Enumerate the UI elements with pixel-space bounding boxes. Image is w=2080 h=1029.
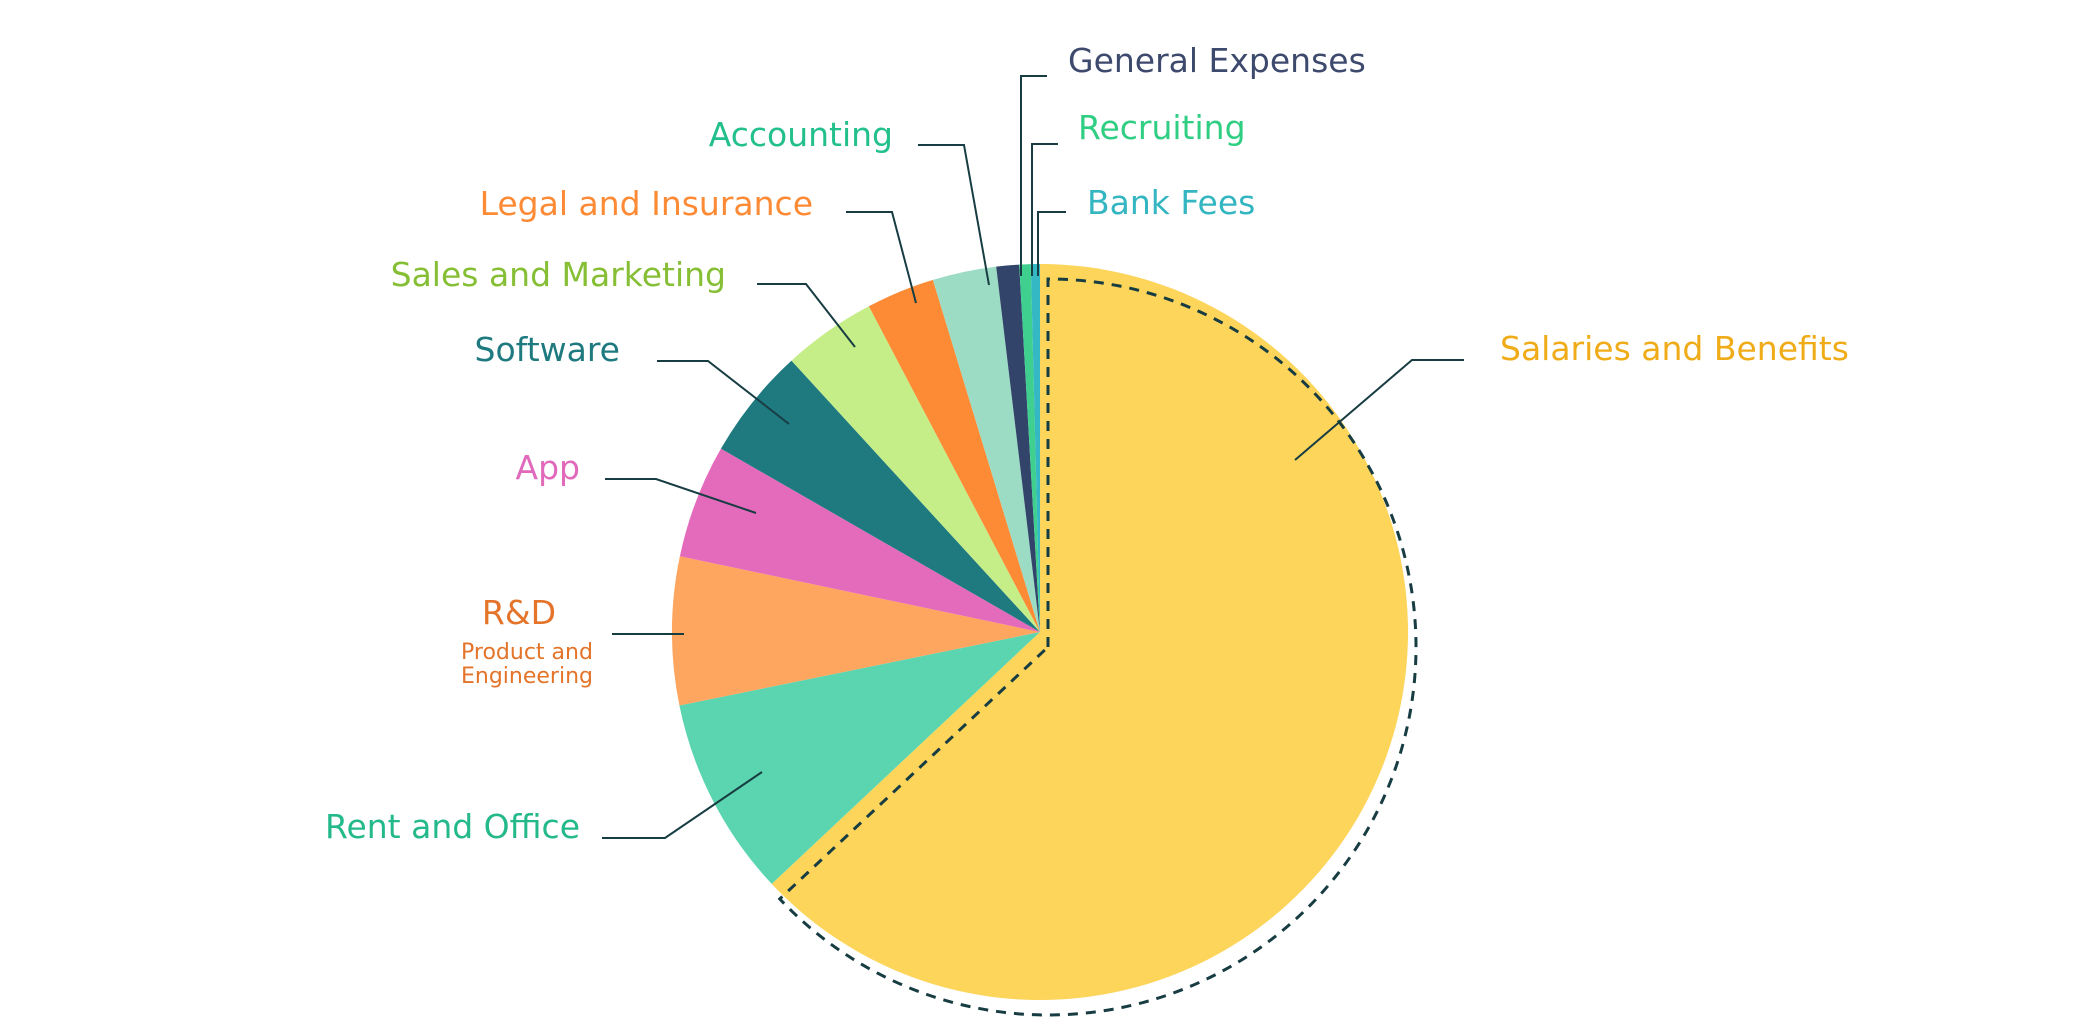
leader-line-software <box>657 360 790 425</box>
leader-line-sales <box>757 283 856 348</box>
leader-line-legal <box>846 211 917 304</box>
slice-sublabel-rnd: Product and Engineering <box>461 640 593 689</box>
pie-slice-rent <box>679 632 1040 884</box>
leader-line-salaries <box>1294 359 1464 461</box>
leader-lines <box>602 75 1464 839</box>
slice-label-app: App <box>516 448 580 487</box>
leader-line-app <box>605 478 757 514</box>
slice-label-recruiting: Recruiting <box>1078 108 1246 147</box>
slice-label-legal: Legal and Insurance <box>480 184 813 223</box>
pie-slice-app <box>679 448 1040 632</box>
slice-label-bank: Bank Fees <box>1087 183 1255 222</box>
slice-label-rent: Rent and Office <box>325 807 580 846</box>
slice-label-general: General Expenses <box>1068 41 1366 80</box>
pie-slice-salaries <box>771 264 1409 1000</box>
pie-slice-accounting <box>932 266 1040 632</box>
slice-label-rnd: R&D <box>482 593 556 632</box>
leader-line-accounting <box>918 144 990 286</box>
exploded-slice-dashed-outline <box>777 277 1418 1017</box>
leader-line-general <box>1020 75 1047 276</box>
pie-slice-recruiting <box>1019 264 1040 632</box>
slice-label-software: Software <box>475 330 620 369</box>
leader-line-bank <box>1037 211 1066 276</box>
slice-label-sales: Sales and Marketing <box>391 255 726 294</box>
leader-line-rent <box>602 771 763 839</box>
pie-slice-sales <box>791 306 1040 632</box>
pie-slice-bank <box>1030 264 1040 632</box>
slice-labels: Salaries and Benefits Rent and Office R&D P… <box>325 41 1849 846</box>
pie-slices <box>671 264 1409 1000</box>
slice-label-salaries: Salaries and Benefits <box>1500 329 1849 368</box>
slice-label-accounting: Accounting <box>709 115 893 154</box>
pie-slice-general <box>996 264 1040 632</box>
pie-slice-software <box>720 360 1040 632</box>
pie-slice-rnd <box>671 556 1040 706</box>
leader-line-recruiting <box>1031 143 1058 276</box>
pie-slice-legal <box>868 279 1040 632</box>
